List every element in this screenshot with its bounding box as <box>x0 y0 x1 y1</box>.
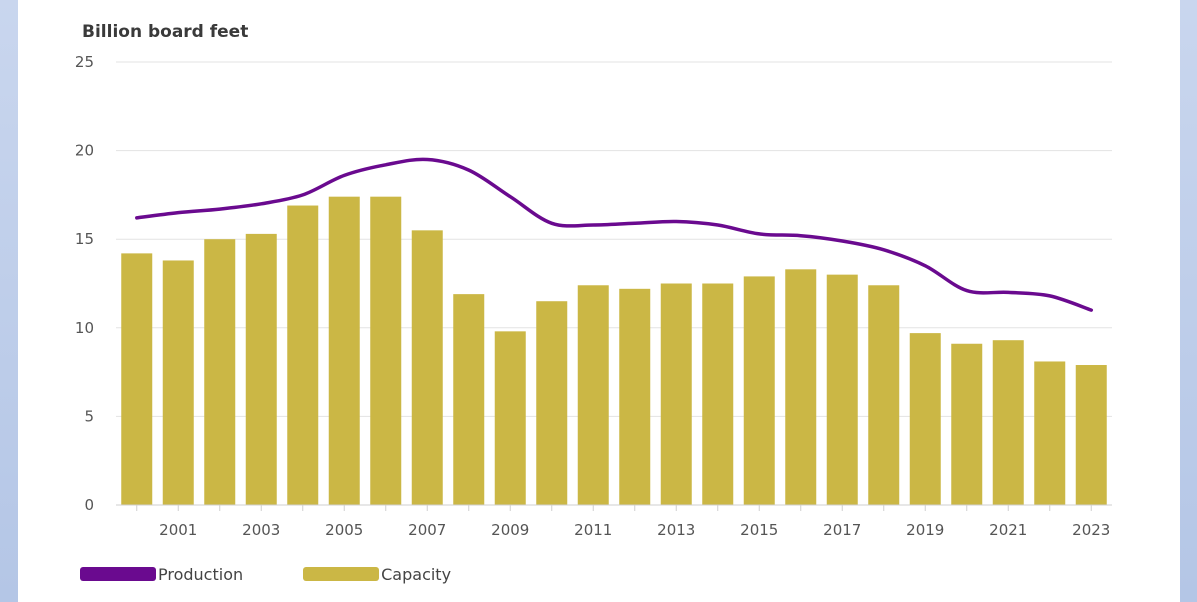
x-tick-label-2005: 2005 <box>325 521 363 539</box>
x-tick-label-2013: 2013 <box>657 521 695 539</box>
x-tick-label-2023: 2023 <box>1072 521 1110 539</box>
bar-capacity-2003 <box>245 233 277 505</box>
bar-capacity-2007 <box>411 230 443 505</box>
x-tick-label-2019: 2019 <box>906 521 944 539</box>
bar-capacity-2014 <box>702 283 734 505</box>
legend-swatch-capacity <box>303 567 380 581</box>
bar-capacity-2002 <box>204 239 236 505</box>
y-axis-title: Billion board feet <box>82 22 249 42</box>
x-tick-label-2009: 2009 <box>491 521 529 539</box>
bar-capacity-2000 <box>121 253 153 505</box>
bar-capacity-2022 <box>1034 361 1066 505</box>
bar-capacity-2021 <box>992 340 1024 505</box>
bar-capacity-2005 <box>328 196 360 505</box>
y-tick-label-15: 15 <box>75 230 94 248</box>
bar-capacity-2010 <box>536 301 568 505</box>
bar-capacity-2018 <box>868 285 900 505</box>
chart-plot-area: 0 5 10 15 20 25 2001 2003 2005 2007 2009 2011 2013 20… <box>75 53 1112 539</box>
bar-capacity-2016 <box>785 269 817 505</box>
x-tick-label-2015: 2015 <box>740 521 778 539</box>
legend-item-capacity: Capacity <box>303 565 451 584</box>
bar-capacity-2012 <box>619 288 651 505</box>
bar-capacity-2020 <box>951 343 983 505</box>
bar-capacity-2004 <box>287 205 319 506</box>
legend-label-capacity: Capacity <box>381 564 452 584</box>
bar-capacity-2019 <box>909 333 941 505</box>
bar-capacity-2009 <box>494 331 526 505</box>
y-tick-label-20: 20 <box>75 142 94 160</box>
y-tick-label-0: 0 <box>84 496 94 514</box>
bar-capacity-2023 <box>1075 365 1107 505</box>
bar-capacity-2006 <box>370 196 402 505</box>
x-tick-label-2021: 2021 <box>989 521 1027 539</box>
x-tick-label-2007: 2007 <box>408 521 446 539</box>
y-tick-label-25: 25 <box>75 53 94 71</box>
chart-card: Billion board feet 0 5 10 15 20 25 2001 2003 200… <box>18 0 1180 602</box>
y-tick-label-10: 10 <box>75 319 94 337</box>
legend: Production Capacity <box>80 562 511 586</box>
legend-label-production: Production <box>158 564 244 584</box>
x-tick-label-2001: 2001 <box>159 521 197 539</box>
line-production <box>135 157 1094 312</box>
bar-capacity-2001 <box>162 260 194 505</box>
x-tick-label-2011: 2011 <box>574 521 612 539</box>
bar-capacity-2008 <box>453 294 485 505</box>
legend-swatch-production <box>80 567 156 581</box>
y-tick-label-5: 5 <box>84 407 94 425</box>
bar-capacity-2017 <box>826 274 858 505</box>
legend-item-production: Production <box>80 565 243 584</box>
bar-capacity-2013 <box>660 283 692 505</box>
bar-capacity-2011 <box>577 285 609 505</box>
x-tick-label-2017: 2017 <box>823 521 861 539</box>
x-tick-label-2003: 2003 <box>242 521 280 539</box>
bar-capacity-2015 <box>743 276 775 505</box>
